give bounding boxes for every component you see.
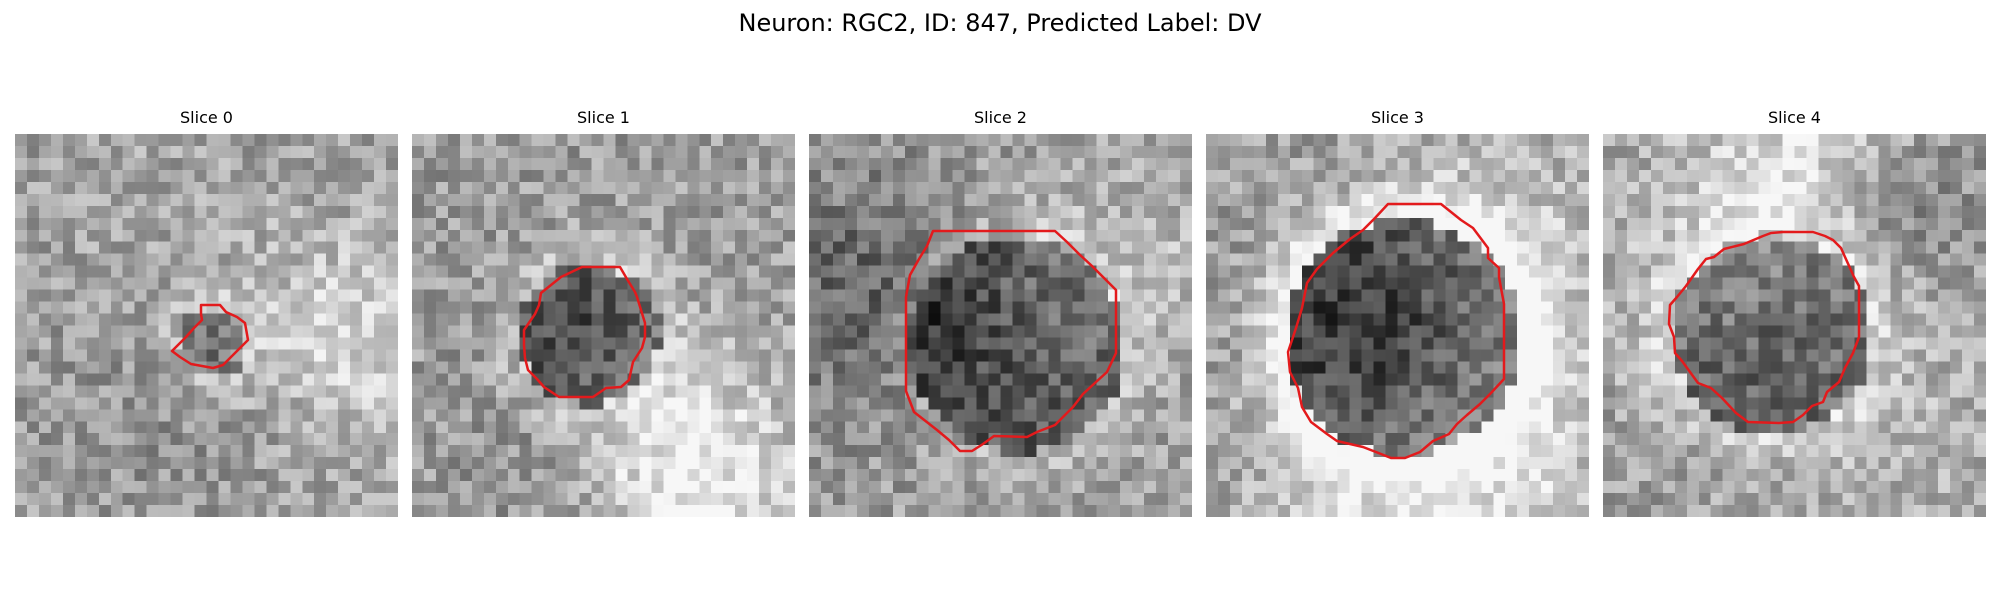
slice-title: Slice 1 bbox=[577, 108, 630, 127]
slice-title: Slice 2 bbox=[974, 108, 1027, 127]
grayscale-slice bbox=[412, 134, 795, 517]
slice-title: Slice 3 bbox=[1371, 108, 1424, 127]
grayscale-slice bbox=[1603, 134, 1986, 517]
slice-panel-0: Slice 0 bbox=[15, 108, 398, 517]
slice-title: Slice 4 bbox=[1768, 108, 1821, 127]
slice-image bbox=[1603, 134, 1986, 517]
roi-contour bbox=[1286, 202, 1506, 460]
slice-image bbox=[412, 134, 795, 517]
segmentation-overlay bbox=[1286, 202, 1506, 460]
slice-image bbox=[809, 134, 1192, 517]
slice-image bbox=[1206, 134, 1589, 517]
segmentation-overlay bbox=[522, 265, 647, 399]
slice-panel-2: Slice 2 bbox=[809, 108, 1192, 517]
segmentation-overlay bbox=[170, 303, 250, 370]
grayscale-slice bbox=[1206, 134, 1589, 517]
slice-title: Slice 0 bbox=[180, 108, 233, 127]
figure-title: Neuron: RGC2, ID: 847, Predicted Label: … bbox=[738, 9, 1262, 37]
segmentation-overlay bbox=[904, 229, 1118, 453]
slice-panel-1: Slice 1 bbox=[412, 108, 795, 517]
grayscale-slice bbox=[809, 134, 1192, 517]
slice-panel-3: Slice 3 bbox=[1206, 108, 1589, 517]
roi-contour bbox=[904, 229, 1118, 453]
grayscale-slice bbox=[15, 134, 398, 517]
segmentation-overlay bbox=[1667, 230, 1861, 425]
roi-contour bbox=[170, 303, 250, 370]
slice-image bbox=[15, 134, 398, 517]
roi-contour bbox=[522, 265, 647, 399]
roi-contour bbox=[1667, 230, 1861, 425]
slice-panel-4: Slice 4 bbox=[1603, 108, 1986, 517]
